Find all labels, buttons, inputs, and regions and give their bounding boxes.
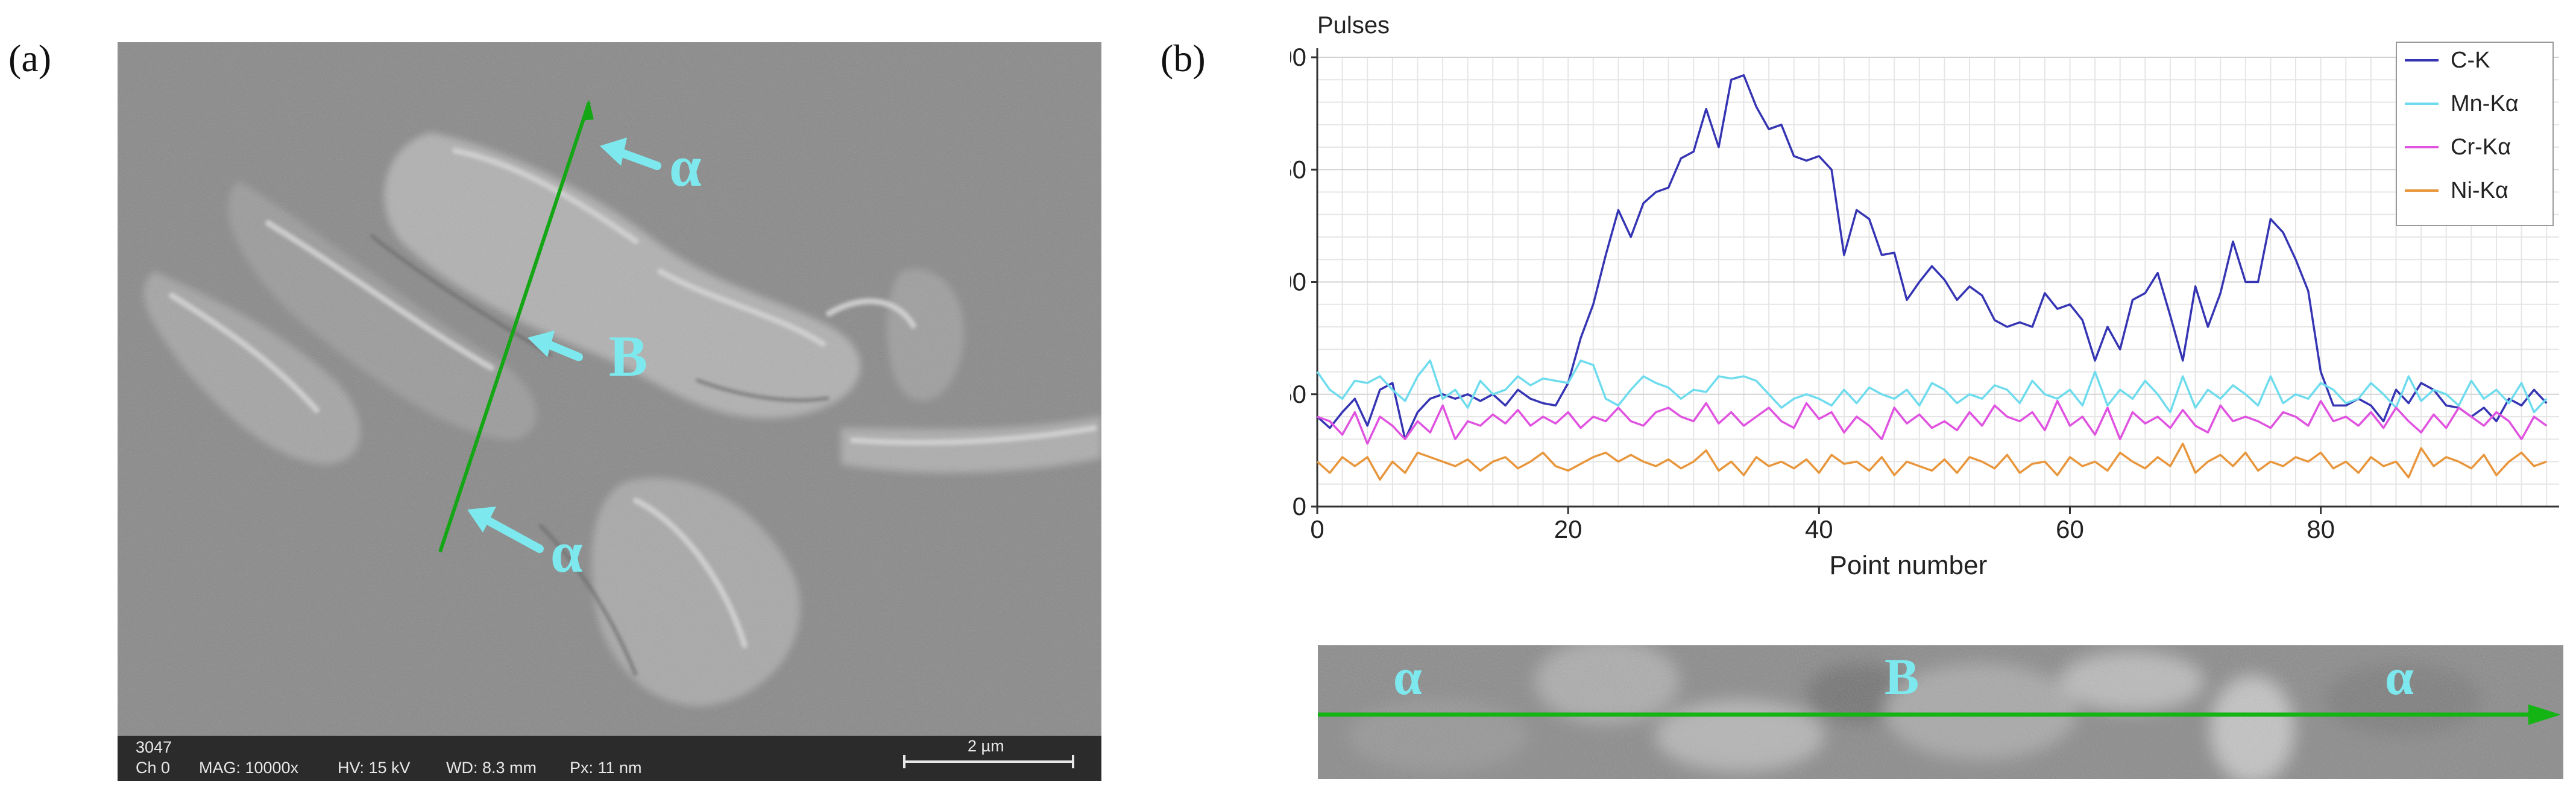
panel-b-label: (b): [1160, 37, 1206, 80]
sem-label-alpha-bottom: α: [550, 520, 583, 584]
strip-label-b: B: [1885, 648, 1919, 706]
sem-image-texture: [118, 42, 1101, 736]
scale-bar: [903, 755, 1074, 768]
sem-channel: Ch 0: [136, 759, 171, 777]
y-tick-label: 0: [1293, 492, 1306, 520]
chart-axes: 0 50 100 150 200 0 20 40 60 80 Pulses Point number: [1290, 12, 2559, 580]
legend-label: Mn-Kα: [2451, 91, 2519, 116]
alpha-bottom-arrow: [482, 516, 544, 553]
y-tick-label: 100: [1290, 268, 1306, 296]
sem-label-b: B: [609, 324, 648, 388]
x-tick-label: 0: [1310, 515, 1324, 543]
chart-series: [1316, 74, 2548, 481]
sem-image-id: 3047: [136, 738, 172, 756]
legend-label: C-K: [2451, 48, 2490, 73]
chart-grid: [1317, 57, 2559, 507]
x-tick-label: 20: [1554, 515, 1582, 543]
x-tick-label: 60: [2056, 515, 2084, 543]
sem-info-bar: 3047 Ch 0 MAG: 10000x HV: 15 kV WD: 8.3 …: [118, 736, 1101, 781]
line-scan-strip-image: α B α: [1318, 645, 2563, 779]
y-tick-label: 50: [1290, 380, 1306, 408]
y-tick-label: 200: [1290, 43, 1306, 71]
panel-a-label: (a): [8, 37, 52, 80]
series-line-mn-k-: [1316, 359, 2548, 414]
sem-label-alpha-top: α: [669, 134, 702, 198]
sem-micrograph: α B α 3047 Ch 0 MAG: 10000x HV: 15 kV WD…: [118, 42, 1101, 781]
sem-voltage: HV: 15 kV: [338, 759, 411, 777]
x-axis-title: Point number: [1830, 551, 1988, 580]
y-axis-title: Pulses: [1317, 12, 1390, 39]
scan-line-arrowhead: [582, 100, 594, 121]
legend-label: Cr-Kα: [2451, 134, 2511, 160]
eds-line-scan-chart: 050100150200020406080PulsesPoint number …: [1290, 0, 2576, 609]
x-tick-label: 40: [1805, 515, 1833, 543]
scale-bar-label: 2 µm: [968, 737, 1004, 755]
chart-legend: C-K Mn-Kα Cr-Kα Ni-Kα: [2396, 42, 2554, 226]
alpha-top-arrow: [615, 148, 661, 170]
legend-label: Ni-Kα: [2451, 178, 2508, 203]
chart-svg: 050100150200020406080PulsesPoint number …: [1290, 12, 2559, 580]
b-arrow: [543, 340, 583, 361]
y-tick-label: 150: [1290, 155, 1306, 183]
series-line-c-k: [1316, 74, 2548, 441]
series-line-ni-k-: [1316, 442, 2547, 481]
x-tick-label: 80: [2307, 515, 2335, 543]
sem-working-distance: WD: 8.3 mm: [446, 759, 537, 777]
legend-box: [2396, 42, 2554, 226]
strip-arrowhead: [2528, 704, 2561, 725]
series-line-cr-k-: [1317, 400, 2548, 445]
scan-line: [438, 102, 591, 552]
sem-pixel-size: Px: 11 nm: [570, 759, 642, 777]
strip-texture: [1318, 645, 2563, 779]
strip-label-alpha-left: α: [1393, 648, 1422, 706]
strip-label-alpha-right: α: [2385, 648, 2414, 706]
sem-magnification: MAG: 10000x: [199, 759, 299, 777]
